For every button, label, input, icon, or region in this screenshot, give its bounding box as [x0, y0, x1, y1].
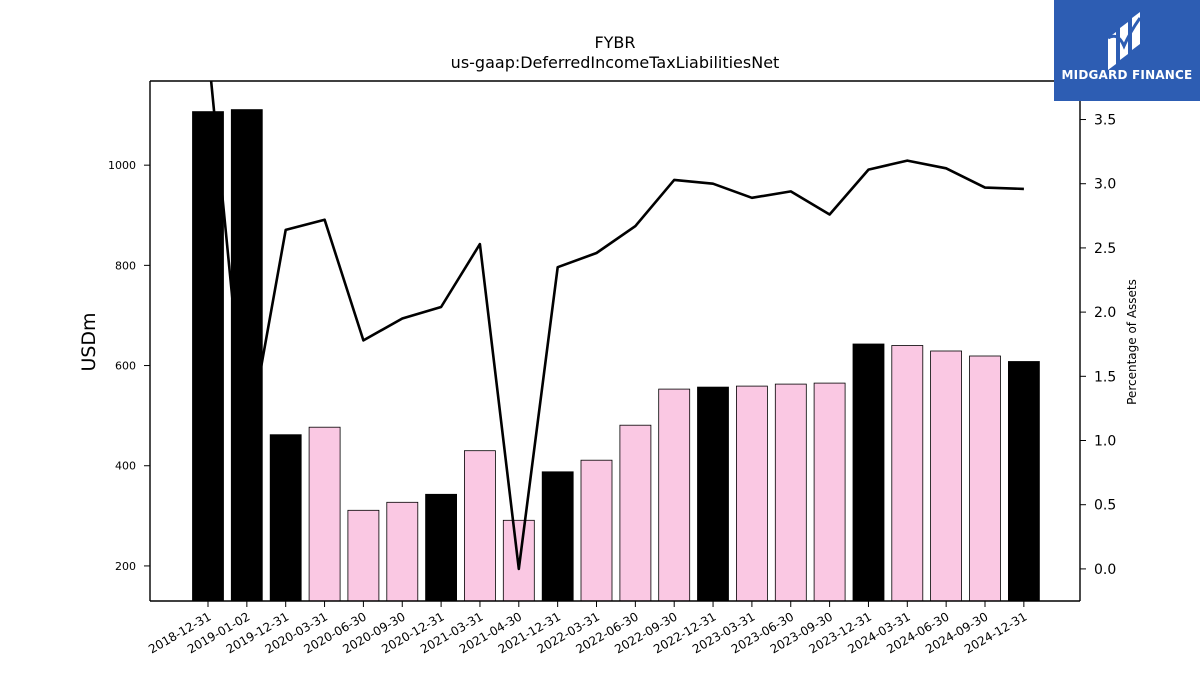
y2-axis-label: Percentage of Assets: [1125, 279, 1139, 405]
y-tick-label: 200: [115, 560, 136, 573]
bar: [386, 501, 419, 602]
y-tick-label: 400: [115, 460, 136, 473]
bar: [425, 493, 458, 602]
brand-logo: MIDGARD FINANCE: [1054, 0, 1200, 101]
bar: [347, 509, 380, 602]
bar: [192, 111, 224, 602]
bar: [463, 450, 496, 602]
bar: [308, 426, 341, 602]
y2-tick-label: 1.0: [1094, 434, 1116, 450]
logo-text: MIDGARD FINANCE: [1061, 68, 1193, 82]
bar: [580, 459, 613, 602]
bars-group: [192, 109, 1040, 602]
y-axis-label: USDm: [78, 312, 100, 371]
bar: [969, 355, 1001, 602]
bar: [891, 345, 924, 602]
bar: [774, 383, 807, 602]
y2-tick-label: 2.5: [1094, 241, 1116, 257]
bar: [269, 434, 302, 602]
bar: [852, 343, 885, 602]
chart-title: FYBR: [594, 33, 635, 52]
bar: [658, 388, 691, 602]
y-tick-label: 1000: [108, 159, 136, 172]
y2-tick-label: 3.0: [1094, 177, 1116, 193]
bar: [619, 424, 652, 602]
bar: [697, 386, 729, 602]
bar: [1008, 361, 1040, 602]
y-tick-label: 600: [115, 360, 136, 373]
chart-subtitle: us-gaap:DeferredIncomeTaxLiabilitiesNet: [451, 53, 780, 72]
bar: [541, 471, 574, 602]
y2-tick-label: 3.5: [1094, 113, 1116, 129]
line-group: [209, 81, 1024, 571]
line-series: [209, 81, 1024, 571]
y-tick-label: 800: [115, 259, 136, 272]
bar: [736, 385, 768, 602]
y2-tick-label: 2.0: [1094, 305, 1116, 321]
logo-mark-icon: [1107, 12, 1142, 70]
bar: [813, 382, 846, 602]
y2-tick-label: 1.5: [1094, 369, 1116, 385]
y2-tick-label: 0.0: [1094, 562, 1116, 578]
bar: [930, 350, 962, 602]
bar: [230, 109, 263, 602]
y2-tick-label: 0.5: [1094, 498, 1116, 514]
